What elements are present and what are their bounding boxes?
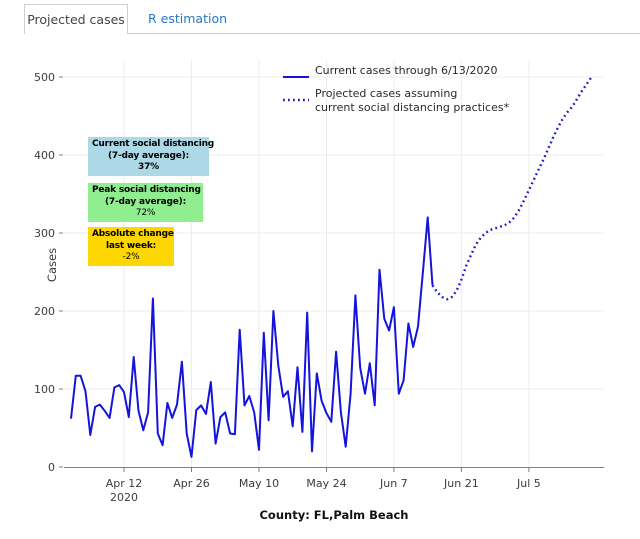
- tick-label: Jun 7: [379, 477, 408, 490]
- tick-label: May 24: [306, 477, 346, 490]
- tick-label: Apr 26: [173, 477, 210, 490]
- legend-projected-line2: current social distancing practices*: [315, 101, 510, 114]
- tab-bar: Projected cases R estimation: [0, 0, 640, 34]
- peak-social-distancing-value: 72%: [135, 208, 156, 218]
- y-axis-title: Cases: [45, 247, 59, 283]
- absolute-change-box: Absolute change last week: -2%: [88, 227, 174, 266]
- tab-bar-divider: [127, 33, 640, 34]
- tab-r-estimation[interactable]: R estimation: [132, 4, 243, 33]
- tick-label: 0: [48, 461, 55, 474]
- tick-label: May 10: [239, 477, 279, 490]
- legend-entry-current: Current cases through 6/13/2020: [283, 64, 509, 82]
- tick-label: 500: [34, 71, 55, 84]
- peak-social-distancing-line2: (7-day average):: [105, 196, 186, 207]
- legend-projected-label: Projected cases assuming current social …: [315, 87, 509, 115]
- tab-projected-cases-label: Projected cases: [27, 12, 125, 27]
- tab-projected-cases[interactable]: Projected cases: [24, 4, 128, 34]
- absolute-change-line1: Absolute change: [92, 229, 174, 239]
- dotted-line-icon: [283, 87, 309, 105]
- tick-label: Jun 21: [443, 477, 479, 490]
- tick-label: 400: [34, 149, 55, 162]
- absolute-change-value: -2%: [122, 252, 140, 262]
- gridlines: [64, 60, 604, 467]
- chart-legend: Current cases through 6/13/2020 Projecte…: [283, 64, 509, 120]
- peak-social-distancing-line1: Peak social distancing: [92, 185, 201, 195]
- current-social-distancing-value: 37%: [138, 162, 159, 172]
- absolute-change-line2: last week:: [105, 240, 157, 251]
- legend-entry-projected: Projected cases assuming current social …: [283, 87, 509, 115]
- peak-social-distancing-box: Peak social distancing (7-day average): …: [88, 183, 203, 222]
- projected-cases-line: [431, 76, 593, 301]
- tick-label: 300: [34, 227, 55, 240]
- legend-projected-line1: Projected cases assuming: [315, 87, 458, 100]
- solid-line-icon: [283, 64, 309, 82]
- tick-label: Apr 12: [106, 477, 143, 490]
- legend-current-label: Current cases through 6/13/2020: [315, 64, 498, 77]
- current-social-distancing-line1: Current social distancing: [92, 139, 215, 149]
- tick-label: 2020: [110, 491, 138, 504]
- x-axis-title: County: FL,Palm Beach: [259, 508, 409, 522]
- tick-label: 200: [34, 305, 55, 318]
- current-social-distancing-line2: (7-day average):: [108, 150, 189, 161]
- tab-r-estimation-label: R estimation: [148, 11, 228, 26]
- current-social-distancing-box: Current social distancing (7-day average…: [88, 137, 215, 176]
- current-cases-line: [70, 216, 434, 458]
- tick-label: 100: [34, 383, 55, 396]
- tick-label: Jul 5: [516, 477, 541, 490]
